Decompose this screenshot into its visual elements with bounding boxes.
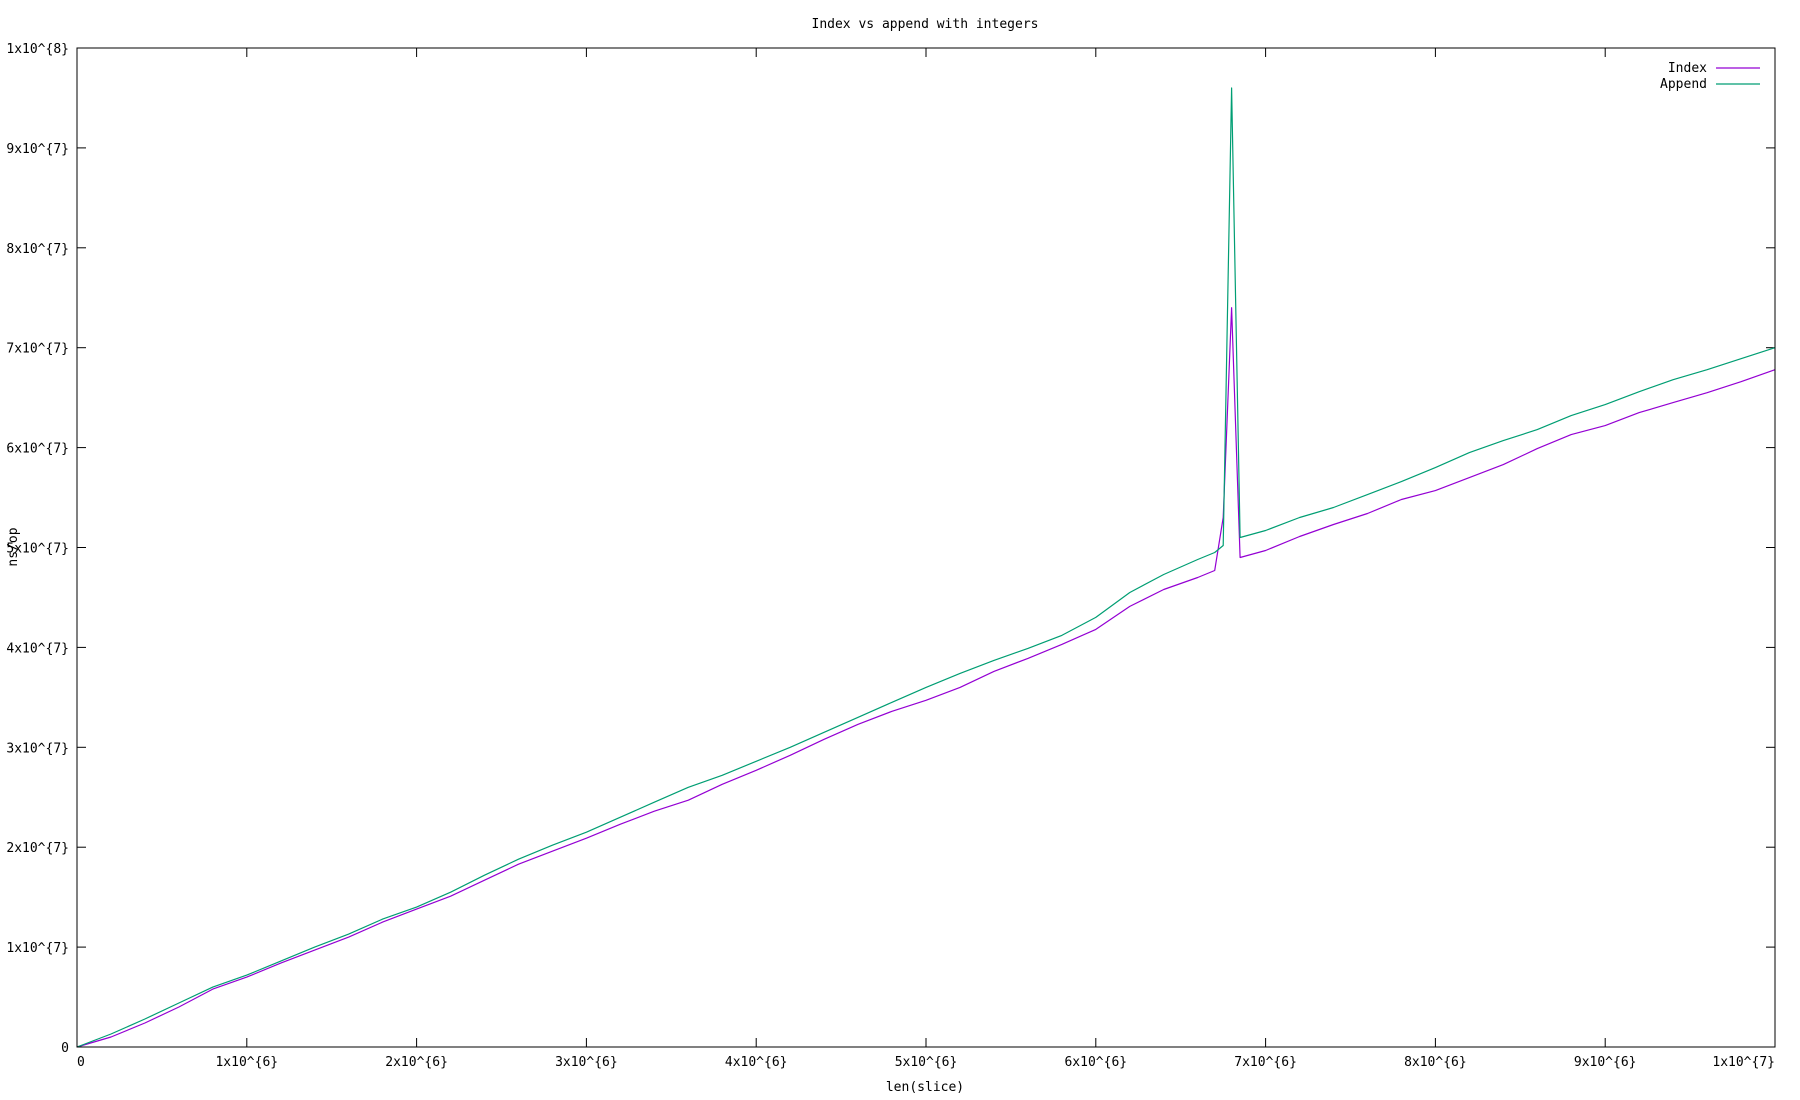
chart-title: Index vs append with integers	[812, 17, 1039, 32]
x-tick-label: 6x10^{6}	[1064, 1055, 1127, 1070]
x-tick-label: 1x10^{6}	[215, 1055, 278, 1070]
y-tick-label: 0	[61, 1041, 69, 1056]
y-tick-label: 1x10^{7}	[6, 941, 69, 956]
y-tick-label: 7x10^{7}	[6, 342, 69, 357]
plot-frame	[76, 47, 1776, 1048]
x-tick-label: 4x10^{6}	[725, 1055, 788, 1070]
series-layer	[76, 87, 1776, 1048]
y-axis-label: ns/op	[6, 527, 21, 566]
x-tick-label: 9x10^{6}	[1574, 1055, 1637, 1070]
x-tick-label: 7x10^{6}	[1234, 1055, 1297, 1070]
y-tick-label: 4x10^{7}	[6, 641, 69, 656]
y-tick-label: 2x10^{7}	[6, 841, 69, 856]
x-tick-label: 1x10^{7}	[1712, 1055, 1775, 1070]
series-line-index	[76, 307, 1776, 1048]
series-line-append	[76, 87, 1776, 1048]
x-tick-label: 3x10^{6}	[555, 1055, 618, 1070]
y-tick-label: 8x10^{7}	[6, 242, 69, 257]
y-tick-label: 3x10^{7}	[6, 741, 69, 756]
y-tick-label: 9x10^{7}	[6, 142, 69, 157]
legend-label-index: Index	[1668, 61, 1707, 76]
x-tick-label: 8x10^{6}	[1404, 1055, 1467, 1070]
y-axis-ticks: 0 1x10^{7} 2x10^{7} 3x10^{7} 4x10^{7} 5x10^{7…	[6, 42, 1775, 1056]
x-tick-label: 5x10^{6}	[895, 1055, 958, 1070]
x-tick-label: 2x10^{6}	[385, 1055, 448, 1070]
x-axis-ticks: 0 1x10^{6} 2x10^{6} 3x10^{6} 4x10^{6} 5x10^{6…	[76, 48, 1776, 1070]
y-tick-label: 5x10^{7}	[6, 542, 69, 557]
y-tick-label: 6x10^{7}	[6, 442, 69, 457]
y-tick-label: 1x10^{8}	[6, 42, 69, 57]
legend-label-append: Append	[1660, 77, 1707, 92]
x-axis-label: len(slice)	[886, 1080, 964, 1095]
x-tick-label: 0	[77, 1055, 85, 1070]
